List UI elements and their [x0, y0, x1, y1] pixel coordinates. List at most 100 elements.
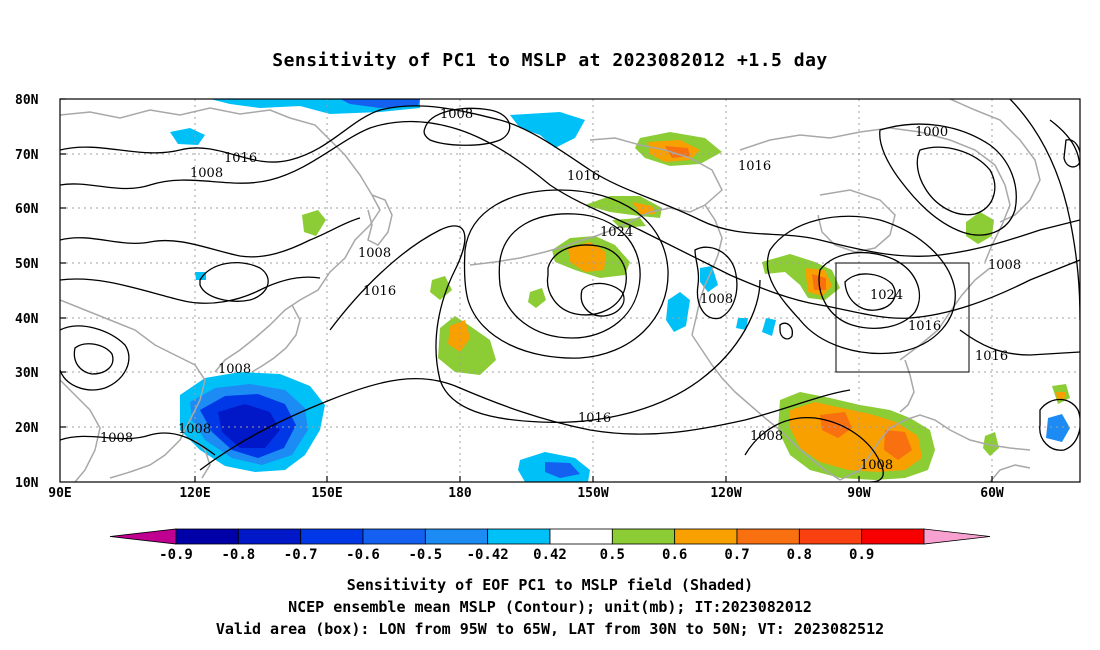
positive-area-carib-2-core [1056, 392, 1066, 400]
coast-mexico [749, 404, 841, 481]
contour-low-top [423, 107, 511, 146]
coast-caribbean [949, 429, 1031, 451]
colorbar-segment [736, 528, 800, 545]
contour-asia-south [60, 432, 216, 456]
colorbar-label: -0.42 [467, 547, 509, 563]
positive-area-canada [762, 254, 840, 300]
contour-label: 1008 [218, 362, 251, 377]
lat-label: 50N [15, 257, 39, 272]
contour-label: 1024 [870, 288, 903, 303]
shading-layer [170, 99, 1070, 482]
positive-area-aleutian-core [568, 242, 606, 272]
positive-area-small-a [302, 210, 326, 236]
coast-greenland [949, 99, 1041, 223]
coast-asia-north [60, 107, 291, 119]
lat-label: 20N [15, 421, 39, 436]
lat-labels: 80N 70N 60N 50N 40N 30N 20N 10N [15, 93, 39, 491]
contour-high-pacific-1 [463, 189, 669, 359]
lat-label: 40N [15, 312, 39, 327]
negative-area-top-core [340, 99, 420, 108]
lon-label: 60W [980, 486, 1004, 501]
contour-labrador-low [879, 123, 1017, 236]
contour-label: 1016 [567, 169, 600, 184]
contour-label: 1016 [738, 159, 771, 174]
colorbar-segment [611, 528, 676, 545]
colorbar-label: 0.42 [533, 547, 567, 563]
positive-area-carib-1 [983, 432, 999, 456]
positive-area-mid-pacific [430, 276, 452, 300]
caption: Sensitivity of EOF PC1 to MSLP field (Sh… [0, 574, 1100, 640]
lon-label: 90E [48, 486, 71, 501]
negative-area-small-5 [195, 272, 206, 280]
negative-area-hawaii-core [545, 462, 580, 478]
map-title: Sensitivity of PC1 to MSLP at 2023082012… [272, 50, 828, 71]
lon-labels: 90E 120E 150E 180 150W 120W 90W 60W [48, 486, 1004, 501]
contour-label: 1008 [178, 422, 211, 437]
contour-label: 1016 [578, 411, 611, 426]
coast-kamchatka [367, 194, 393, 246]
contour-high-pacific-3 [546, 244, 627, 316]
contour-na-high-1 [766, 215, 956, 355]
contour-label: 1008 [700, 292, 733, 307]
contour-west-2 [60, 276, 321, 304]
colorbar-label: -0.8 [221, 547, 255, 563]
positive-area-arctic-center [665, 146, 690, 158]
contour-pacific-south [199, 378, 851, 471]
contour-atlantic-1 [1009, 99, 1080, 321]
lat-label: 70N [15, 148, 39, 163]
contour-na-high-3 [844, 273, 896, 311]
negative-area-small-3 [762, 318, 776, 336]
coast-south-america [989, 464, 1031, 482]
lon-label: 180 [448, 486, 472, 501]
colorbar-label: -0.7 [284, 547, 318, 563]
caption-line-3: Valid area (box): LON from 95W to 65W, L… [215, 620, 885, 638]
colorbar-segment [674, 528, 738, 545]
contour-asia-low-1 [60, 325, 130, 391]
lon-label: 90W [847, 486, 871, 501]
contours [60, 99, 1080, 482]
contour-label: 1016 [224, 151, 257, 166]
colorbar-label: -0.5 [408, 547, 442, 563]
contour-asia-low-2 [73, 343, 114, 375]
contour-north-1 [60, 105, 1080, 257]
contour-label: 1000 [915, 125, 948, 140]
contour-label-layer: 1008 1016 1008 1008 1016 1016 1024 1016 … [100, 107, 1021, 473]
negative-area-west-pacific-center [218, 404, 280, 448]
contour-label: 1008 [988, 258, 1021, 273]
colorbar-max-arrow [923, 528, 991, 545]
coast-gulf [839, 414, 951, 481]
coast-us-west [691, 334, 751, 406]
coast-canada-west [691, 204, 723, 336]
coast-japan [251, 304, 301, 373]
colorbar-segment [300, 528, 364, 545]
colorbar-label: 0.8 [787, 547, 812, 563]
coast-labrador [984, 164, 1011, 263]
colorbar-segment [549, 528, 613, 545]
colorbar-label: 0.5 [600, 547, 625, 563]
lon-label: 150W [577, 486, 608, 501]
positive-area-small-b [528, 288, 546, 308]
positive-area-gulf-center-1 [820, 412, 852, 438]
contour-pacific-broad [329, 225, 761, 424]
negative-area-small-1 [170, 128, 205, 145]
negative-area-small-2 [736, 318, 748, 330]
lat-label: 30N [15, 366, 39, 381]
contour-label: 1008 [440, 107, 473, 122]
contour-label: 1016 [908, 319, 941, 334]
lat-label: 10N [15, 476, 39, 491]
contour-label: 1008 [190, 166, 223, 181]
contour-label: 1008 [750, 429, 783, 444]
valid-area-box [835, 262, 970, 373]
negative-area-small-4 [1046, 414, 1070, 442]
lon-label: 120E [179, 486, 210, 501]
positive-area-labrador [966, 212, 994, 244]
colorbar-segment [798, 528, 863, 545]
colorbar-segment [237, 528, 302, 545]
contour-tropical-gulf [744, 416, 884, 482]
contour-west [60, 217, 361, 258]
colorbar-segment [424, 528, 489, 545]
lon-label: 150E [311, 486, 342, 501]
colorbar-label: 0.6 [662, 547, 687, 563]
contour-label: 1016 [363, 284, 396, 299]
